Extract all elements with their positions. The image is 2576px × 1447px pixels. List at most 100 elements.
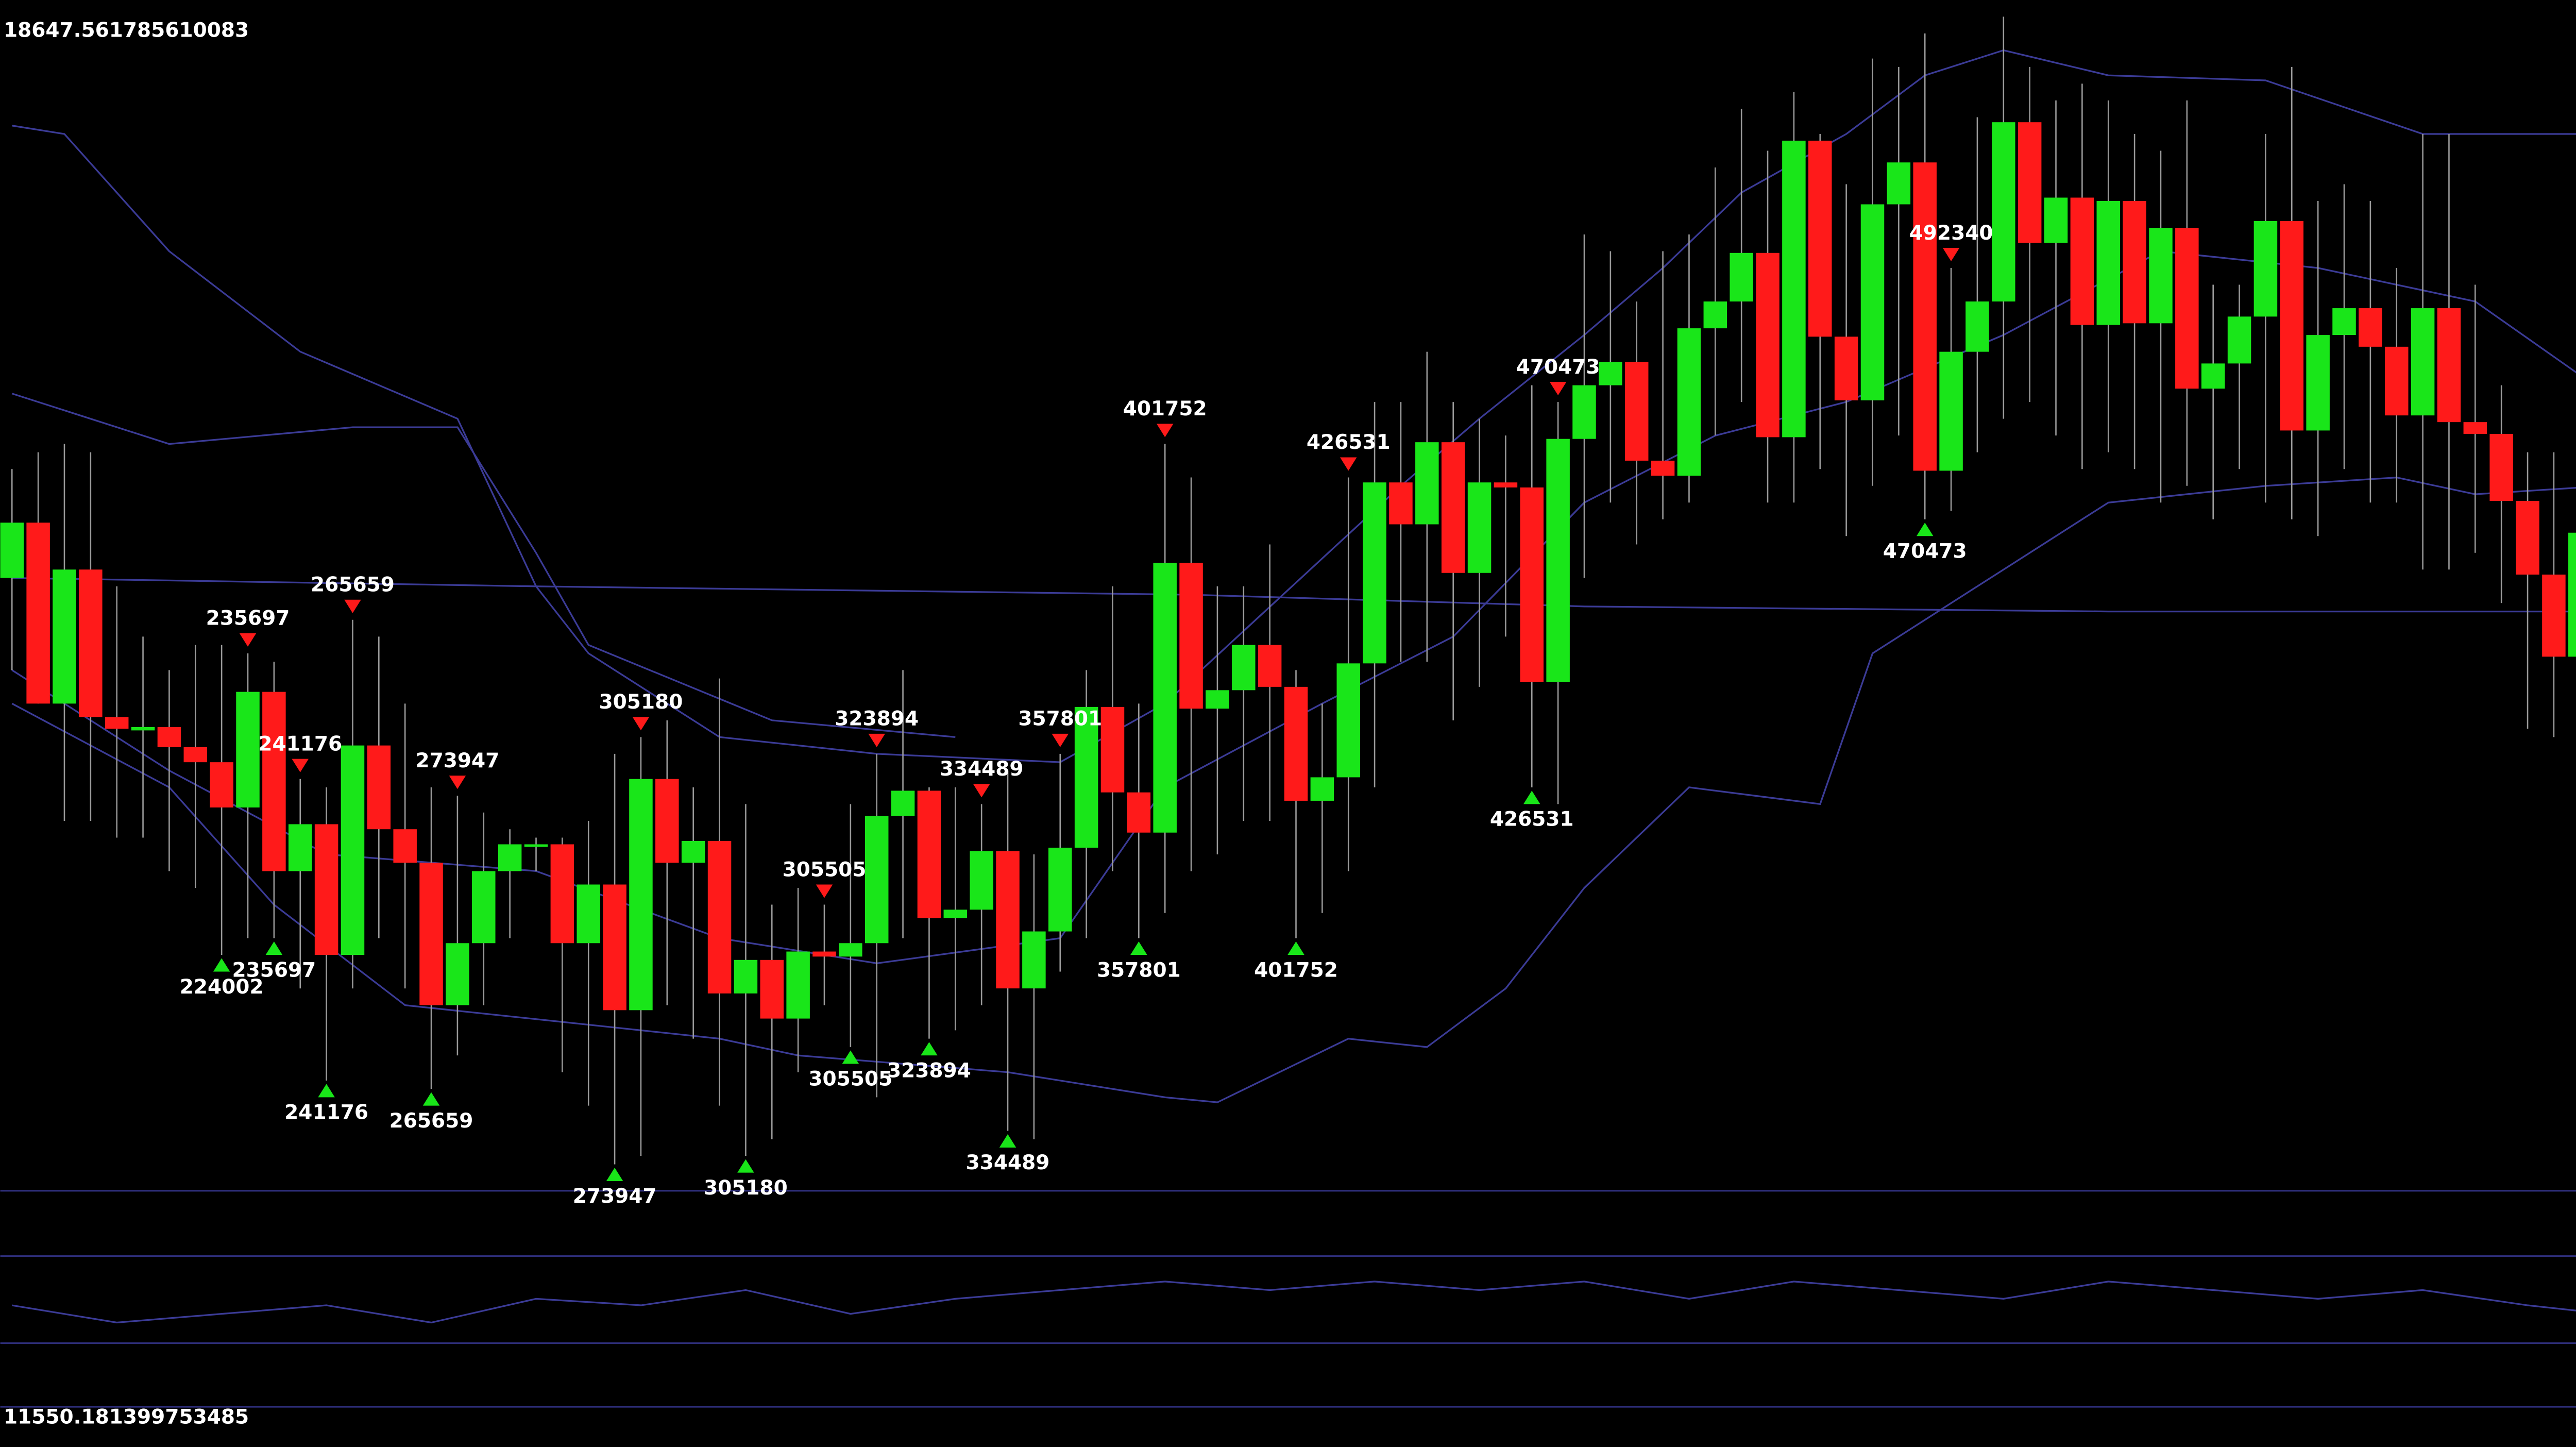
signal-label: 357801 [1097,958,1181,982]
candle-body [1100,706,1125,793]
candle-body [2463,422,2487,434]
signal-label: 323894 [887,1059,971,1082]
indicator-line [12,577,2576,613]
signal-up-marker [1523,790,1540,804]
signal-up-marker [842,1050,859,1064]
candle-body [1467,482,1492,573]
signal-label: 241176 [258,732,342,755]
signal-label: 323894 [835,708,919,731]
candle-body [1860,204,1885,400]
candle-body [1127,792,1151,833]
signal-label: 357801 [1018,708,1102,731]
candle-body [2359,308,2382,347]
candle-body [707,840,732,994]
candle-body [839,943,862,957]
candle-body [1022,931,1046,989]
candle-body [472,871,496,944]
candle-body [550,844,574,944]
candle-body [2175,228,2199,389]
candle-body [105,717,129,729]
candle-body [970,851,993,910]
candle-body [288,824,312,871]
candle-body [1808,140,1832,337]
candle-body [498,844,522,871]
candle-body [1887,162,1911,205]
candle-body [2332,308,2356,335]
candle-body [943,910,968,918]
candle-body [1048,847,1072,932]
candle-body [393,829,417,863]
candle-body [1520,487,1544,682]
candle-body [1834,336,1858,400]
signal-up-marker [1916,523,1934,536]
candle-body [655,779,679,863]
candle-body [1258,645,1282,687]
candle-body [131,727,155,731]
signal-up-marker [422,1092,440,1106]
candle-body [2437,308,2461,423]
candle-body [1074,706,1098,848]
signal-label: 305180 [599,691,683,714]
signal-label: 426531 [1490,808,1574,831]
candle-body [26,523,50,704]
candle-body [1310,777,1334,801]
candle-body [2227,316,2251,364]
indicator-line [11,49,2576,763]
candle-body [2018,122,2042,243]
y-min-label: 11550.181399753485 [4,1406,249,1429]
candle-body [262,692,286,871]
signal-down-marker [1942,248,1960,262]
candle-body [0,523,24,578]
candle-body [1756,253,1780,438]
candle-body [1363,482,1386,664]
signal-label: 334489 [940,758,1024,781]
candle-body [236,692,260,807]
signal-up-marker [921,1042,938,1056]
signal-label: 305180 [704,1176,788,1200]
candle-body [2411,308,2435,416]
signal-down-marker [1340,457,1357,471]
candle-body [2149,228,2173,324]
indicator-line [11,393,956,738]
candle-body [79,569,103,717]
signal-label: 305505 [783,858,867,881]
signal-label: 426531 [1307,431,1391,454]
candle-body [1179,563,1203,709]
signal-label: 265659 [389,1109,473,1133]
signal-label: 492340 [1909,222,1993,245]
signal-up-marker [606,1167,623,1181]
signal-up-marker [213,958,230,972]
candle-body [1441,442,1465,573]
candle-body [629,779,653,1011]
candle-body [786,951,810,1019]
candle-body [1153,563,1177,833]
signal-down-marker [973,784,990,798]
candle-body [891,790,915,816]
candle-body [996,851,1020,989]
candle-body [2044,197,2068,243]
signal-label: 265659 [311,574,395,597]
candle-body [314,824,338,955]
signal-down-marker [344,599,361,613]
signal-up-marker [265,941,283,955]
signal-label: 235697 [206,607,290,630]
candle-body [446,943,469,1005]
signal-down-marker [1549,382,1567,396]
candle-body [524,844,548,847]
candle-body [183,747,208,763]
candle-body [1572,385,1596,439]
candle-body [1730,253,1753,302]
candle-body [2384,346,2409,416]
candle-body [1415,442,1439,525]
signal-down-marker [1156,424,1174,438]
candle-body [812,951,836,957]
signal-down-marker [868,733,885,747]
candle-body [603,884,626,1011]
signal-up-marker [1130,941,1147,955]
signal-label: 401752 [1254,958,1338,982]
candle-body [2096,201,2120,325]
candle-body [2070,197,2094,325]
candle-body [1546,439,1570,682]
candle-body [2516,500,2539,575]
